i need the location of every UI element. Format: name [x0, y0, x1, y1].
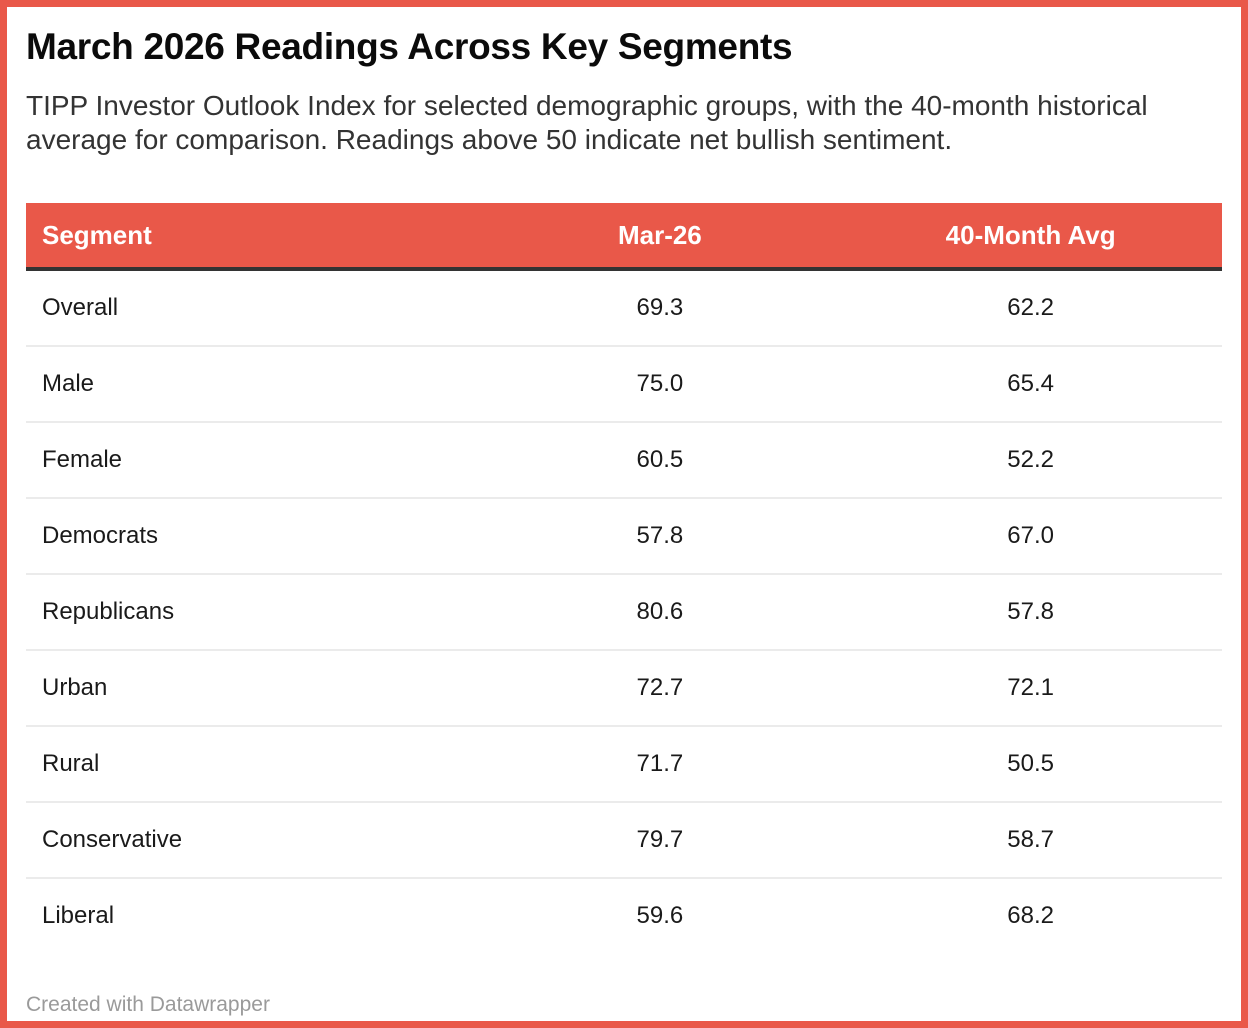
table-row: Urban 72.7 72.1	[26, 650, 1222, 727]
segment-cell: Republicans	[26, 574, 481, 651]
value-cell: 59.6	[480, 878, 840, 953]
segment-cell: Conservative	[26, 802, 481, 879]
table-header-row: Segment Mar-26 40-Month Avg	[26, 203, 1222, 269]
table-row: Democrats 57.8 67.0	[26, 498, 1222, 575]
value-cell: 60.5	[480, 422, 840, 499]
value-cell: 67.0	[839, 498, 1222, 575]
segment-cell: Urban	[26, 650, 481, 727]
value-cell: 79.7	[480, 802, 840, 879]
value-cell: 65.4	[839, 346, 1222, 423]
table-row: Rural 71.7 50.5	[26, 726, 1222, 803]
table-row: Overall 69.3 62.2	[26, 269, 1222, 347]
table-row: Liberal 59.6 68.2	[26, 878, 1222, 953]
table-row: Male 75.0 65.4	[26, 346, 1222, 423]
value-cell: 52.2	[839, 422, 1222, 499]
datawrapper-credit[interactable]: Created with Datawrapper	[26, 993, 270, 1016]
segment-cell: Liberal	[26, 878, 481, 953]
value-cell: 50.5	[839, 726, 1222, 803]
value-cell: 57.8	[480, 498, 840, 575]
table-header: Segment Mar-26 40-Month Avg	[26, 203, 1222, 269]
value-cell: 69.3	[480, 269, 840, 347]
value-cell: 72.7	[480, 650, 840, 727]
value-cell: 72.1	[839, 650, 1222, 727]
chart-title: March 2026 Readings Across Key Segments	[26, 26, 793, 67]
table-row: Conservative 79.7 58.7	[26, 802, 1222, 879]
value-cell: 62.2	[839, 269, 1222, 347]
segment-cell: Rural	[26, 726, 481, 803]
value-cell: 58.7	[839, 802, 1222, 879]
value-cell: 75.0	[480, 346, 840, 423]
table-body: Overall 69.3 62.2 Male 75.0 65.4 Female 60.5 52.…	[26, 269, 1222, 953]
table-row: Female 60.5 52.2	[26, 422, 1222, 499]
chart-subtitle: TIPP Investor Outlook Index for selected…	[26, 90, 1148, 155]
table-row: Republicans 80.6 57.8	[26, 574, 1222, 651]
segment-cell: Female	[26, 422, 481, 499]
column-header-segment: Segment	[26, 203, 481, 269]
column-header-40-month-avg: 40-Month Avg	[839, 203, 1222, 269]
segment-cell: Democrats	[26, 498, 481, 575]
value-cell: 80.6	[480, 574, 840, 651]
data-table: Segment Mar-26 40-Month Avg Overall 69.3 62.…	[26, 203, 1222, 953]
value-cell: 71.7	[480, 726, 840, 803]
chart-content: March 2026 Readings Across Key Segments …	[7, 7, 1241, 1017]
column-header-mar-26: Mar-26	[480, 203, 840, 269]
segment-cell: Male	[26, 346, 481, 423]
value-cell: 57.8	[839, 574, 1222, 651]
segment-cell: Overall	[26, 269, 481, 347]
value-cell: 68.2	[839, 878, 1222, 953]
